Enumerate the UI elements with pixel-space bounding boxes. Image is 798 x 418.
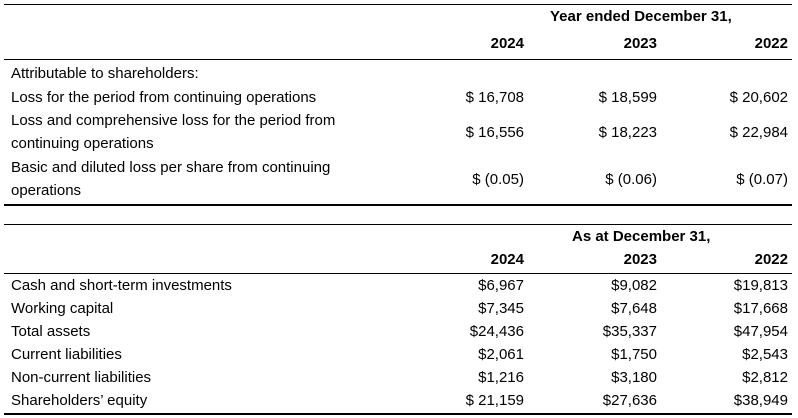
table1-row-label: Loss for the period from continuing oper… (11, 89, 317, 106)
table1-row-label: Loss and comprehensive loss for the peri… (11, 112, 336, 129)
table2-year-2023: 2023 (623, 251, 657, 268)
table2-cell: $38,949 (733, 392, 788, 409)
table1-top-rule (4, 4, 792, 5)
table1-cell: $ 18,223 (598, 124, 657, 141)
table1-period-header: Year ended December 31, (550, 8, 732, 25)
table2-header-rule (4, 273, 792, 274)
table2-row-label: Current liabilities (11, 346, 122, 363)
table1-row-label: Basic and diluted loss per share from co… (11, 159, 331, 176)
table2-cell: $6,967 (478, 277, 524, 294)
table2-period-header: As at December 31, (572, 228, 711, 245)
table1-year-2022: 2022 (754, 35, 788, 52)
table2-row-label: Working capital (11, 300, 114, 317)
table2-cell: $3,180 (611, 369, 657, 386)
table1-cell: $ 22,984 (729, 124, 788, 141)
table1-year-2024: 2024 (490, 35, 524, 52)
table2-top-rule (4, 224, 792, 225)
table2-cell: $19,813 (733, 277, 788, 294)
table1-cell: $ 16,708 (465, 89, 524, 106)
table1-cell: $ (0.06) (605, 171, 657, 188)
table2-row-label: Total assets (11, 323, 91, 340)
table2-cell: $2,812 (742, 369, 788, 386)
table1-bottom-rule (4, 204, 792, 206)
table2-cell: $1,750 (611, 346, 657, 363)
table1-cell: $ (0.07) (736, 171, 788, 188)
table1-cell: $ 16,556 (465, 124, 524, 141)
table2-cell: $27,636 (602, 392, 657, 409)
table2-cell: $7,345 (478, 300, 524, 317)
table1-cell: $ 18,599 (598, 89, 657, 106)
table1-year-2023: 2023 (623, 35, 657, 52)
table2-cell: $2,061 (478, 346, 524, 363)
table2-cell: $17,668 (733, 300, 788, 317)
table2-cell: $ 21,159 (465, 392, 524, 409)
table2-row-label: Shareholders’ equity (11, 392, 148, 409)
table1-row-label-cont: continuing operations (11, 135, 154, 152)
table1-cell: $ (0.05) (472, 171, 524, 188)
table2-cell: $9,082 (611, 277, 657, 294)
table2-cell: $24,436 (469, 323, 524, 340)
table2-cell: $35,337 (602, 323, 657, 340)
table1-row-label-cont: operations (11, 182, 82, 199)
table2-cell: $1,216 (478, 369, 524, 386)
table2-cell: $2,543 (742, 346, 788, 363)
table2-cell: $47,954 (733, 323, 788, 340)
table2-year-2024: 2024 (490, 251, 524, 268)
table2-row-label: Non-current liabilities (11, 369, 152, 386)
table1-cell: $ 20,602 (729, 89, 788, 106)
table1-section-label: Attributable to shareholders: (11, 65, 199, 82)
table2-year-2022: 2022 (754, 251, 788, 268)
table2-row-label: Cash and short-term investments (11, 277, 232, 294)
table1-header-rule (4, 59, 792, 60)
table2-bottom-rule (4, 413, 792, 415)
table2-cell: $7,648 (611, 300, 657, 317)
